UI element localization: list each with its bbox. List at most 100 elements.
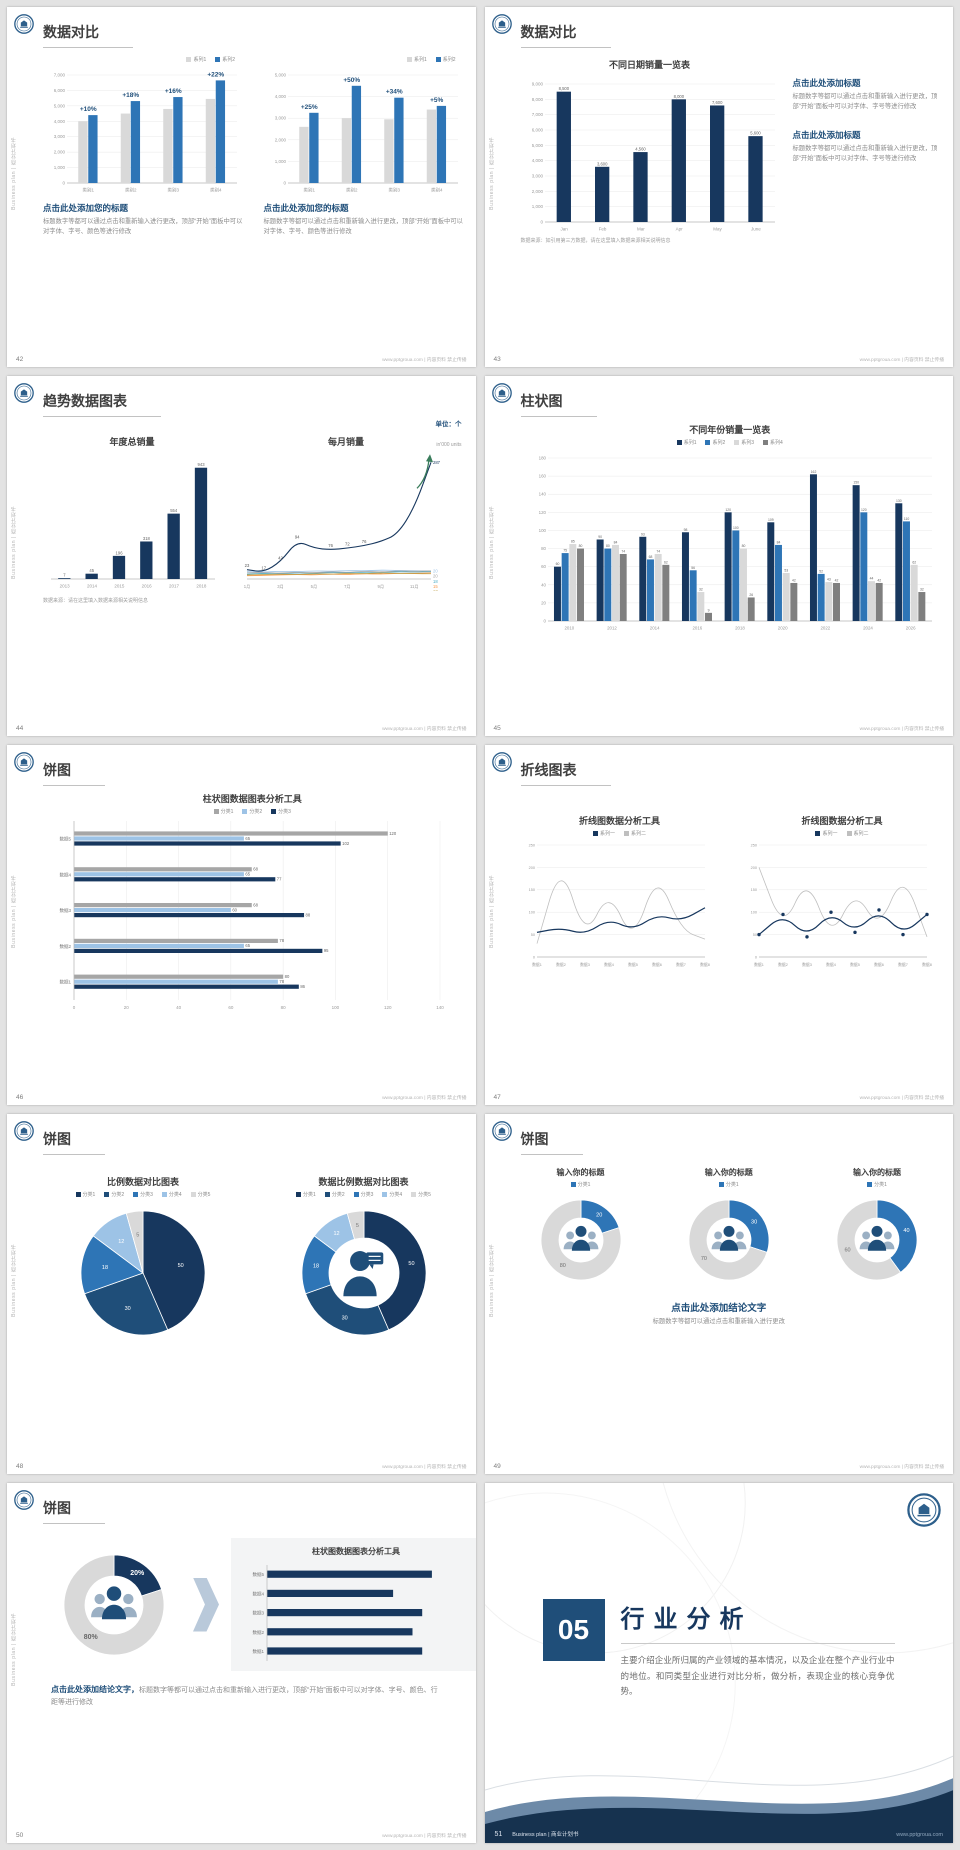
svg-text:4,000: 4,000 xyxy=(531,158,543,163)
chart-legend: 系列一 系列二 xyxy=(743,830,941,837)
svg-text:43: 43 xyxy=(827,578,831,582)
svg-text:42: 42 xyxy=(792,578,796,582)
sidebar-vertical-label: Business plan | 商业计划书 xyxy=(11,875,17,948)
svg-text:130: 130 xyxy=(896,499,902,503)
brand-logo xyxy=(14,1490,34,1510)
footer-site-text: www.pptgroua.com | 内容页料 禁止传播 xyxy=(382,727,467,732)
slide-44[interactable]: Business plan | 商业计划书 趋势数据图表 单位：个 in'000… xyxy=(7,376,476,736)
slide-47[interactable]: Business plan | 商业计划书 折线图表 折线图数据分析工具 系列一… xyxy=(484,745,953,1105)
slide-footer: 44 www.pptgroua.com | 内容页料 禁止传播 xyxy=(16,725,467,732)
svg-text:数据6: 数据6 xyxy=(652,962,662,967)
conclusion-body: 标题数字等都可以通过点击和重新输入进行更改 xyxy=(652,1318,785,1325)
unit-label-sub: in'000 units xyxy=(436,441,462,448)
svg-text:554: 554 xyxy=(170,508,178,513)
svg-text:160: 160 xyxy=(538,474,546,479)
svg-text:52: 52 xyxy=(819,569,823,573)
footer-site-text: www.pptgroua.com | 内容页料 禁止传播 xyxy=(859,1096,944,1101)
svg-text:类别2: 类别2 xyxy=(345,187,357,194)
svg-text:7,000: 7,000 xyxy=(54,73,66,78)
footer-label: Business plan | 商业计划书 xyxy=(512,1832,579,1838)
svg-text:162: 162 xyxy=(810,470,816,474)
slide-51[interactable]: 05 行业分析 主要介绍企业所归属的产业领域的基本情况，以及企业在整个产业行业中… xyxy=(484,1483,953,1843)
svg-text:50: 50 xyxy=(753,933,757,937)
svg-text:2016: 2016 xyxy=(142,584,153,589)
svg-text:20: 20 xyxy=(541,600,546,605)
svg-text:20: 20 xyxy=(433,568,438,573)
page-number: 50 xyxy=(16,1832,24,1839)
svg-text:2017: 2017 xyxy=(169,584,180,589)
slide-footer: 43 www.pptgroua.com | 内容页料 禁止传播 xyxy=(494,356,945,363)
slide-49[interactable]: Business plan | 商业计划书 饼图 输入你的标题 分类1 20 80… xyxy=(484,1114,953,1474)
svg-text:数据2: 数据2 xyxy=(778,962,788,967)
svg-text:318: 318 xyxy=(143,536,151,541)
svg-text:数据2: 数据2 xyxy=(556,962,566,967)
slide-title: 折线图表 xyxy=(520,760,611,786)
svg-text:数据2: 数据2 xyxy=(252,1629,264,1636)
svg-text:26: 26 xyxy=(749,593,753,597)
svg-text:类别3: 类别3 xyxy=(388,187,400,194)
svg-text:June: June xyxy=(750,227,760,232)
slide-42[interactable]: Business plan | 商业计划书 数据对比 系列1 系列2 0 1,000… xyxy=(7,7,476,367)
svg-text:+10%: +10% xyxy=(80,106,97,113)
slide-50[interactable]: Business plan | 商业计划书 饼图 20% 80% 柱状图数据图表分… xyxy=(7,1483,476,1843)
placeholder-body: 标题数字等都可以通过点击和重新输入进行更改，顶部“开始”面板中可以对字体、字号等… xyxy=(792,93,938,111)
svg-text:1月: 1月 xyxy=(244,584,251,590)
chart-title: 输入你的标题 xyxy=(853,1168,901,1177)
donut-chart: 30 70 xyxy=(671,1190,787,1290)
chart-legend: 分类1 xyxy=(523,1181,639,1188)
svg-text:287: 287 xyxy=(433,460,441,465)
slide-46[interactable]: Business plan | 商业计划书 饼图 柱状图数据图表分析工具 分类1… xyxy=(7,745,476,1105)
svg-text:2018: 2018 xyxy=(196,584,207,589)
page-number: 48 xyxy=(16,1463,24,1470)
svg-text:18: 18 xyxy=(102,1265,108,1271)
grouped-column-chart: 0 20 40 60 80 100 120 140 160 180 60 75 85 80 2010 90 80… xyxy=(515,448,946,633)
svg-text:30: 30 xyxy=(125,1306,131,1312)
slide-footer: 42 www.pptgroua.com | 内容页料 禁止传播 xyxy=(16,356,467,363)
svg-text:3,000: 3,000 xyxy=(531,174,543,179)
svg-text:1,000: 1,000 xyxy=(274,159,286,164)
svg-text:数据8: 数据8 xyxy=(700,962,710,967)
svg-text:95: 95 xyxy=(324,948,329,953)
svg-text:+18%: +18% xyxy=(122,92,139,99)
conclusion-heading: 点击此处添加结论文字 xyxy=(671,1303,767,1314)
data-source-note: 数据来源：如引用第三方数据，请在这里填入数据来源相关说明信息 xyxy=(520,238,671,244)
chart-legend: 分类1 分类2 分类3 xyxy=(37,808,468,815)
svg-text:2012: 2012 xyxy=(607,626,617,631)
svg-text:18: 18 xyxy=(433,579,438,584)
svg-text:5: 5 xyxy=(136,1233,139,1239)
unit-label: 单位：个 in'000 units xyxy=(436,420,462,454)
slide-45[interactable]: Business plan | 商业计划书 柱状图 不同年份销量一览表 系列1 系… xyxy=(484,376,953,736)
svg-text:数据1: 数据1 xyxy=(60,979,72,986)
svg-text:76: 76 xyxy=(328,543,333,548)
svg-text:18: 18 xyxy=(312,1264,318,1270)
sidebar-vertical-label: Business plan | 商业计划书 xyxy=(11,137,17,210)
svg-text:0: 0 xyxy=(532,955,534,959)
sidebar-vertical-label: Business plan | 商业计划书 xyxy=(488,875,495,948)
horizontal-bar-chart: 0 20 40 60 80 100 120 140 120 65 102 数据5 68 65 77 数据4 68… xyxy=(37,817,468,1012)
section-number: 05 xyxy=(542,1599,605,1661)
svg-text:+16%: +16% xyxy=(165,88,182,95)
slide-48[interactable]: Business plan | 商业计划书 饼图 比例数据对比图表 分类1 分类2… xyxy=(7,1114,476,1474)
svg-text:数据3: 数据3 xyxy=(60,907,72,914)
brand-logo xyxy=(491,752,512,772)
svg-text:11月: 11月 xyxy=(410,584,419,590)
svg-text:45: 45 xyxy=(89,568,94,573)
slide-43[interactable]: Business plan | 商业计划书 数据对比 不同日期销量一览表 0 1,… xyxy=(484,7,953,367)
chart-title: 输入你的标题 xyxy=(704,1168,753,1177)
svg-text:数据8: 数据8 xyxy=(922,962,932,967)
svg-text:84: 84 xyxy=(613,540,617,544)
chart-title: 年度总销量 xyxy=(109,437,155,447)
data-source-note: 数据来源：请在这里填入数据来源相关说明信息 xyxy=(43,598,149,604)
svg-text:9,000: 9,000 xyxy=(531,82,543,87)
svg-text:0: 0 xyxy=(283,181,286,186)
svg-text:85: 85 xyxy=(571,540,575,544)
svg-text:80: 80 xyxy=(578,544,582,548)
svg-text:+22%: +22% xyxy=(207,71,224,78)
svg-text:120: 120 xyxy=(389,831,397,836)
svg-text:40: 40 xyxy=(541,582,546,587)
svg-text:数据5: 数据5 xyxy=(60,836,72,843)
svg-text:类别1: 类别1 xyxy=(303,187,315,194)
svg-text:30: 30 xyxy=(751,1220,757,1226)
svg-text:Jan: Jan xyxy=(560,227,568,232)
svg-text:93: 93 xyxy=(641,532,645,536)
